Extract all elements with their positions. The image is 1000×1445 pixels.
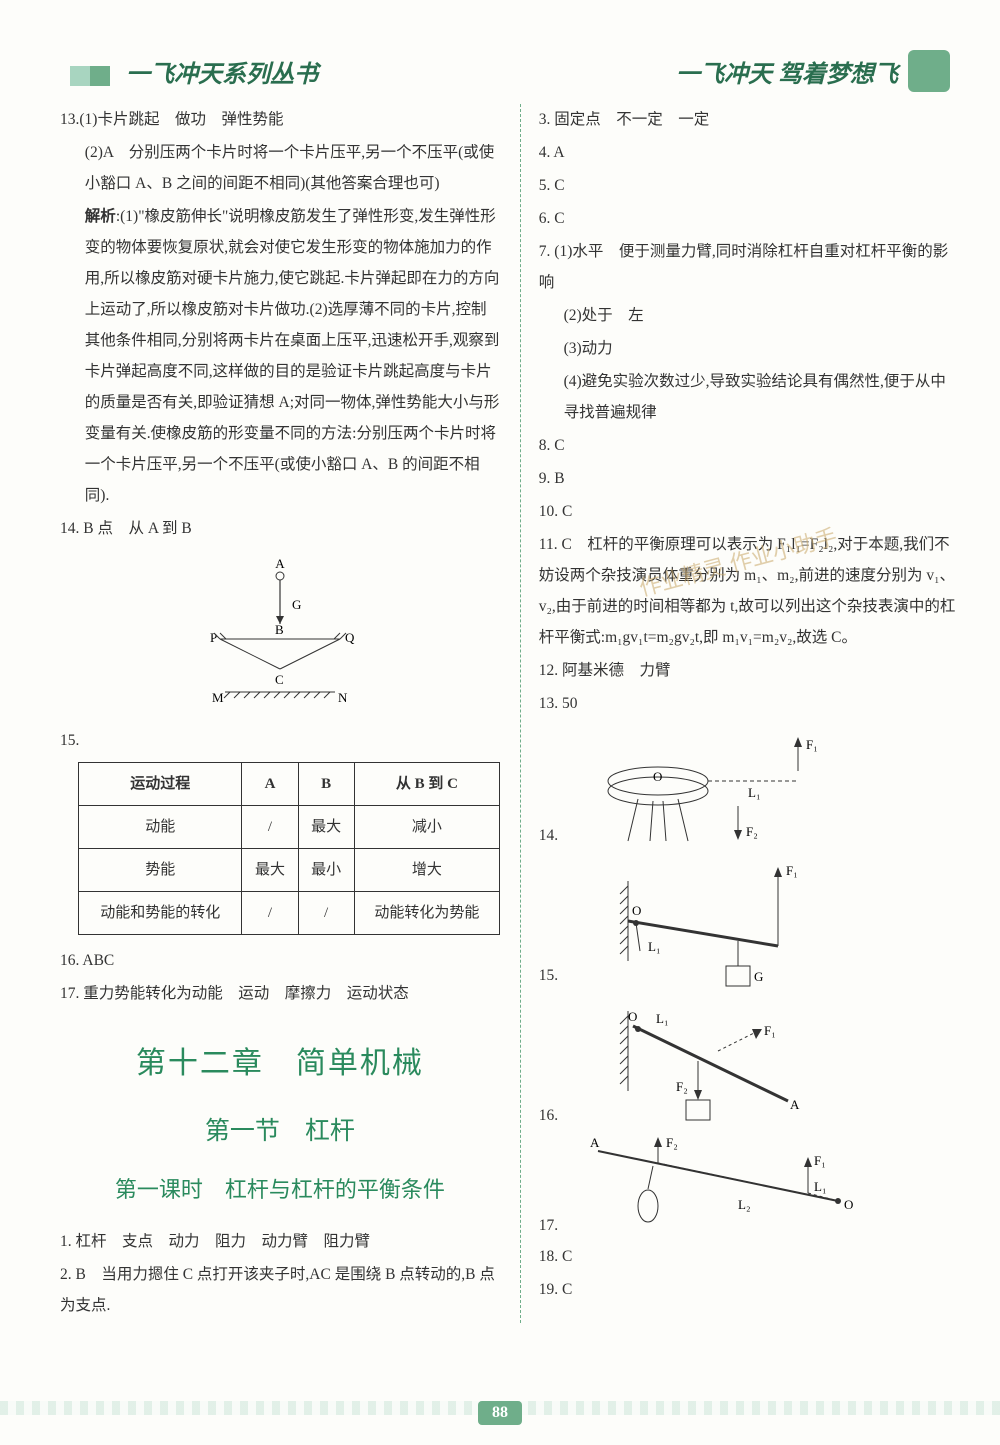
header-decor-icon <box>70 66 110 86</box>
svg-text:O: O <box>844 1197 853 1212</box>
q18: 18. C <box>539 1241 960 1272</box>
page-header: 一飞冲天系列丛书 一飞冲天 驾着梦想飞 <box>60 50 960 92</box>
svg-text:L₂: L₂ <box>738 1197 750 1212</box>
lever-diagram-15-icon: O F₁ L₁ G <box>598 851 858 991</box>
slogan: 一飞冲天 驾着梦想飞 <box>676 54 898 89</box>
pendulum-diagram-icon: A G P B Q C M N <box>180 554 380 704</box>
q7-1: 7. (1)水平 便于测量力臂,同时消除杠杆自重对杠杆平衡的影响 <box>539 236 960 298</box>
svg-text:F₁: F₁ <box>806 737 818 752</box>
svg-text:L₁: L₁ <box>648 939 660 954</box>
label-C: C <box>275 672 284 687</box>
q17r-wrap: 17. A O F₂ F₁ L₁ L₂ <box>539 1131 960 1241</box>
q14r-wrap: 14. O F₁ L₁ F₂ <box>539 721 960 851</box>
table-row: 势能 最大 最小 增大 <box>79 849 500 892</box>
q11: 11. C 杠杆的平衡原理可以表示为 F₁l₁=F₂l₂,对于本题,我们不妨设两… <box>539 529 960 653</box>
label-P: P <box>210 630 217 645</box>
svg-text:F₂: F₂ <box>676 1079 688 1094</box>
lever-diagram-14-icon: O F₁ L₁ F₂ <box>598 721 858 851</box>
content-columns: 13.(1)卡片跳起 做功 弹性势能 (2)A 分别压两个卡片时将一个卡片压平,… <box>60 104 960 1323</box>
q19: 19. C <box>539 1274 960 1305</box>
lever-diagram-17-icon: A O F₂ F₁ L₁ L₂ <box>578 1131 878 1241</box>
q7-4: (4)避免实验次数过少,导致实验结论具有偶然性,便于从中寻找普遍规律 <box>539 366 960 428</box>
header-left: 一飞冲天系列丛书 <box>70 54 318 89</box>
q4: 4. A <box>539 137 960 168</box>
lever-diagram-16-icon: O L₁ F₁ F₂ A <box>598 991 858 1131</box>
page-number: 88 <box>478 1401 522 1425</box>
q17r-label: 17. <box>539 1210 558 1241</box>
analysis-text: :(1)"橡皮筋伸长"说明橡皮筋发生了弹性形变,发生弹性形变的物体要恢复原状,就… <box>85 208 500 504</box>
svg-text:F₂: F₂ <box>666 1135 678 1150</box>
svg-text:L₁: L₁ <box>656 1011 668 1026</box>
q16r-wrap: 16. O L₁ F₁ F₂ A <box>539 991 960 1131</box>
q15r-label: 15. <box>539 960 558 991</box>
chapter-title: 第十二章 简单机械 <box>60 1034 500 1094</box>
section-title: 第一节 杠杆 <box>60 1106 500 1156</box>
q7-2: (2)处于 左 <box>539 300 960 331</box>
q13-line1: 13.(1)卡片跳起 做功 弹性势能 <box>60 104 500 135</box>
th: A <box>242 763 298 806</box>
right-column: 3. 固定点 不一定 一定 4. A 5. C 6. C 7. (1)水平 便于… <box>520 104 960 1323</box>
svg-text:F₂: F₂ <box>746 824 758 839</box>
table-row: 动能 / 最大 减小 <box>79 806 500 849</box>
lesson-title: 第一课时 杠杆与杠杆的平衡条件 <box>60 1168 500 1212</box>
svg-text:L₁: L₁ <box>748 785 760 800</box>
crest-icon <box>908 50 950 92</box>
svg-text:L₁: L₁ <box>814 1179 826 1194</box>
svg-text:F₁: F₁ <box>814 1153 826 1168</box>
q5: 5. C <box>539 170 960 201</box>
table-row: 运动过程 A B 从 B 到 C <box>79 763 500 806</box>
q13r: 13. 50 <box>539 688 960 719</box>
left-column: 13.(1)卡片跳起 做功 弹性势能 (2)A 分别压两个卡片时将一个卡片压平,… <box>60 104 500 1323</box>
th: 运动过程 <box>79 763 242 806</box>
label-B: B <box>275 622 284 637</box>
series-title: 一飞冲天系列丛书 <box>126 62 318 88</box>
q10: 10. C <box>539 496 960 527</box>
svg-text:A: A <box>590 1135 600 1150</box>
label-G: G <box>292 597 301 612</box>
table-15: 运动过程 A B 从 B 到 C 动能 / 最大 减小 势能 最大 最小 增大 … <box>78 762 500 935</box>
svg-text:F₁: F₁ <box>786 863 798 878</box>
svg-text:F₁: F₁ <box>764 1023 776 1038</box>
label-A: A <box>275 556 285 571</box>
q9: 9. B <box>539 463 960 494</box>
th: B <box>298 763 354 806</box>
label-Q: Q <box>345 630 355 645</box>
q7-3: (3)动力 <box>539 333 960 364</box>
diagram-14-left: A G P B Q C M N <box>60 554 500 715</box>
label-N: N <box>338 690 348 704</box>
q14: 14. B 点 从 A 到 B <box>60 513 500 544</box>
q14r-label: 14. <box>539 820 558 851</box>
q6: 6. C <box>539 203 960 234</box>
q2: 2. B 当用力摁住 C 点打开该夹子时,AC 是围绕 B 点转动的,B 点为支… <box>60 1259 500 1321</box>
q12: 12. 阿基米德 力臂 <box>539 655 960 686</box>
q17: 17. 重力势能转化为动能 运动 摩擦力 运动状态 <box>60 978 500 1009</box>
q1: 1. 杠杆 支点 动力 阻力 动力臂 阻力臂 <box>60 1226 500 1257</box>
label-M: M <box>212 690 224 704</box>
svg-text:O: O <box>653 769 662 784</box>
q3: 3. 固定点 不一定 一定 <box>539 104 960 135</box>
table-row: 动能和势能的转化 / / 动能转化为势能 <box>79 892 500 935</box>
q16: 16. ABC <box>60 945 500 976</box>
analysis-label: 解析 <box>85 208 116 225</box>
q15-label: 15. <box>60 725 500 756</box>
svg-text:O: O <box>628 1009 637 1024</box>
svg-text:A: A <box>790 1097 800 1112</box>
q15r-wrap: 15. O F₁ L₁ G <box>539 851 960 991</box>
q13-analysis: 解析:(1)"橡皮筋伸长"说明橡皮筋发生了弹性形变,发生弹性形变的物体要恢复原状… <box>60 201 500 511</box>
q13-line2: (2)A 分别压两个卡片时将一个卡片压平,另一个不压平(或使小豁口 A、B 之间… <box>60 137 500 199</box>
q8: 8. C <box>539 430 960 461</box>
svg-text:O: O <box>632 903 641 918</box>
th: 从 B 到 C <box>354 763 500 806</box>
header-right: 一飞冲天 驾着梦想飞 <box>676 50 950 92</box>
svg-text:G: G <box>754 969 763 984</box>
q16r-label: 16. <box>539 1100 558 1131</box>
